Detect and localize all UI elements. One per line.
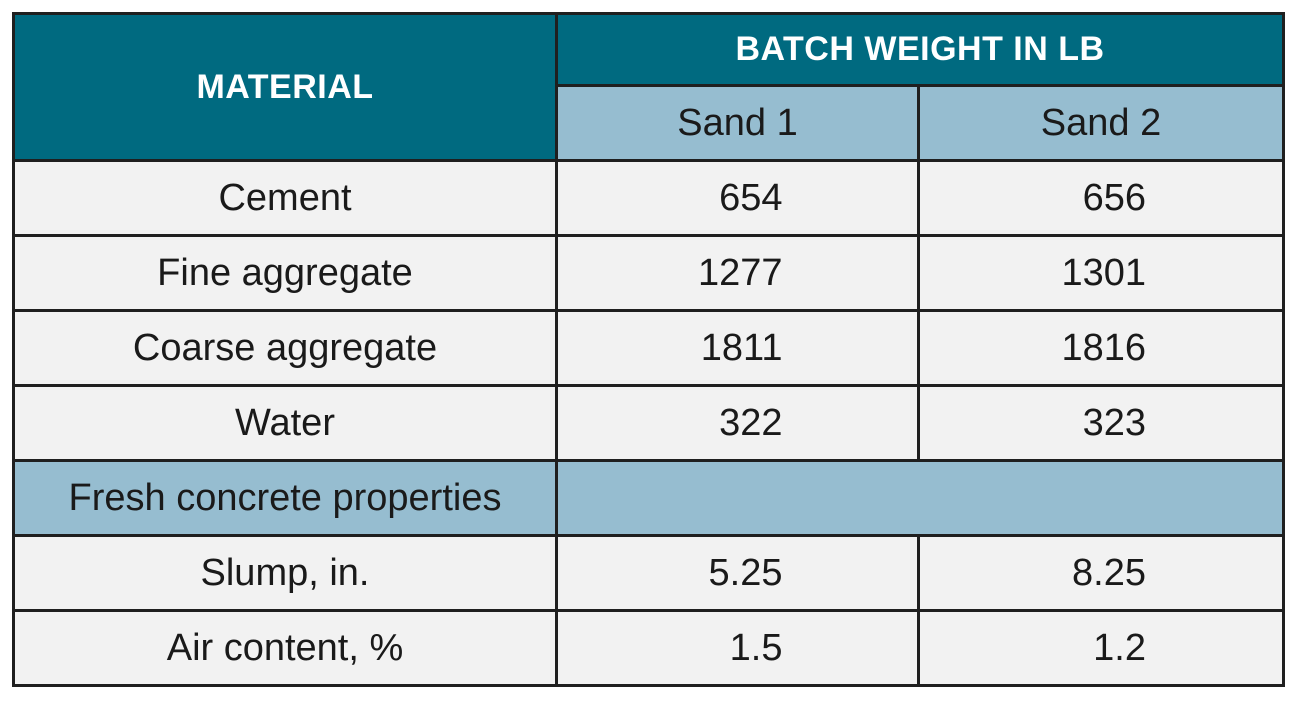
property-cell: Slump, in. <box>12 534 558 612</box>
sand1-cell: 1811 <box>555 309 920 387</box>
sand2-value: 1816 <box>1061 326 1146 369</box>
batch-weight-table: MATERIAL BATCH WEIGHT IN LB Sand 1 Sand … <box>12 12 1286 687</box>
material-cell: Fine aggregate <box>12 234 558 312</box>
table-row: Coarse aggregate 1811 1816 <box>12 309 1286 387</box>
sand2-value: 1301 <box>1061 251 1146 294</box>
sand2-cell: 8.25 <box>916 534 1286 612</box>
sand2-value: 323 <box>1082 401 1146 444</box>
material-cell: Coarse aggregate <box>12 309 558 387</box>
table-row: Slump, in. 5.25 8.25 <box>12 534 1286 612</box>
section-label: Fresh concrete properties <box>12 459 558 537</box>
table-header-row: MATERIAL BATCH WEIGHT IN LB <box>12 12 1286 162</box>
sand2-cell: 656 <box>916 159 1286 237</box>
material-cell: Cement <box>12 159 558 237</box>
section-row: Fresh concrete properties <box>12 459 1286 537</box>
batch-weight-header: BATCH WEIGHT IN LB <box>554 12 1286 87</box>
sand1-value: 1811 <box>700 326 783 369</box>
material-cell: Water <box>12 384 558 462</box>
sand2-cell: 1.2 <box>916 609 1286 687</box>
table-row: Cement 654 656 <box>12 159 1286 237</box>
property-cell: Air content, % <box>12 609 558 687</box>
sand2-cell: 1301 <box>916 234 1286 312</box>
table-row: Fine aggregate 1277 1301 <box>12 234 1286 312</box>
sand2-value: 656 <box>1082 176 1146 219</box>
material-header: MATERIAL <box>12 12 558 162</box>
sand1-cell: 5.25 <box>555 534 920 612</box>
sand2-value: 8.25 <box>1072 551 1146 594</box>
sand1-value: 1277 <box>697 251 783 294</box>
sand1-header: Sand 1 <box>555 84 920 162</box>
sand2-value: 1.2 <box>1093 626 1146 669</box>
section-filler <box>554 459 1286 537</box>
sand1-cell: 1.5 <box>555 609 920 687</box>
table-row: Air content, % 1.5 1.2 <box>12 609 1286 687</box>
sand1-value: 5.25 <box>708 551 783 594</box>
sand1-value: 654 <box>719 176 783 219</box>
sand2-cell: 1816 <box>916 309 1286 387</box>
table-subheader-row: Sand 1 Sand 2 <box>14 84 1286 162</box>
sand1-value: 322 <box>719 401 783 444</box>
sand1-cell: 654 <box>555 159 920 237</box>
sand2-cell: 323 <box>916 384 1286 462</box>
table-row: Water 322 323 <box>12 384 1286 462</box>
sand2-header: Sand 2 <box>916 84 1286 162</box>
sand1-value: 1.5 <box>729 626 783 669</box>
sand1-cell: 1277 <box>555 234 920 312</box>
sand1-cell: 322 <box>555 384 920 462</box>
